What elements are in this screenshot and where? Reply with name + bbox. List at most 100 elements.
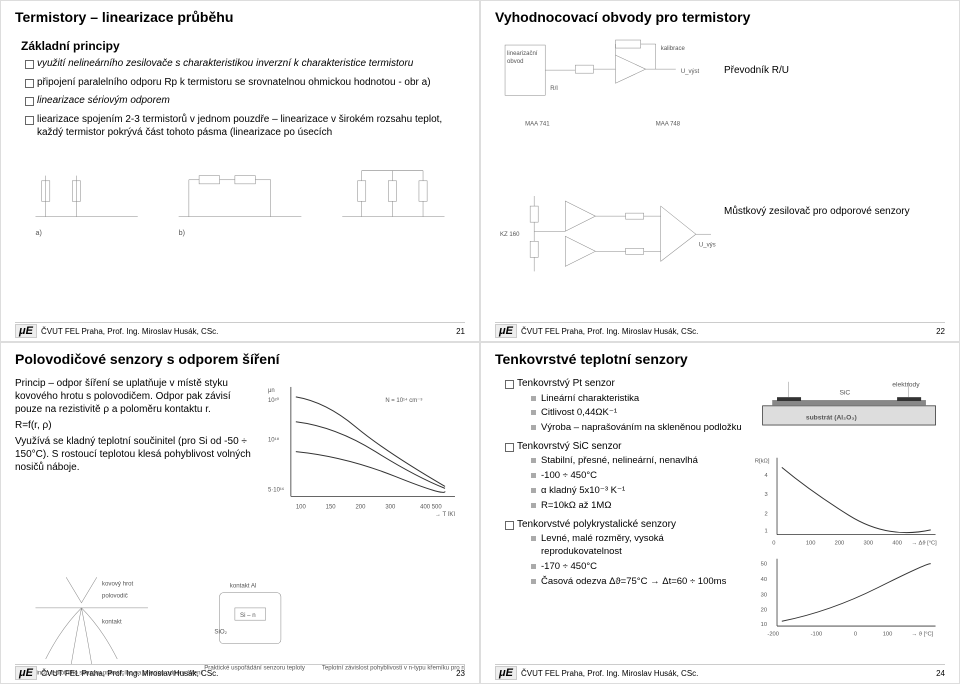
resistance-chart-2: 50 40 30 20 10 -200 -100 0 100 → ϑ [°C]: [753, 554, 945, 640]
list-item: Citlivost 0,44ΩK⁻¹: [531, 407, 745, 420]
svg-text:300: 300: [863, 541, 873, 547]
page-number: 24: [936, 669, 945, 678]
svg-text:linearizační: linearizační: [507, 51, 538, 57]
svg-text:R/I: R/I: [550, 86, 558, 92]
slide-footer: μE ČVUT FEL Praha, Prof. Ing. Miroslav Hu…: [15, 322, 465, 337]
list-item: α kladný 5x10⁻³ K⁻¹: [531, 485, 745, 498]
logo-icon: μE: [15, 324, 37, 338]
svg-text:SiC: SiC: [839, 389, 850, 396]
slide-24: Tenkovrstvé teplotní senzory Tenkovrstvý…: [480, 342, 960, 684]
svg-text:obvod: obvod: [507, 59, 523, 65]
svg-text:30: 30: [761, 593, 767, 599]
bridge-amp-label: Můstkový zesilovač pro odporové senzory: [724, 206, 945, 217]
list-item: liearizace spojením 2-3 termistorů v jed…: [25, 113, 465, 140]
svg-text:150: 150: [326, 504, 337, 510]
svg-text:→ ϑ [°C]: → ϑ [°C]: [911, 632, 933, 638]
svg-text:50: 50: [761, 562, 767, 568]
svg-text:kontakt: kontakt: [102, 618, 122, 625]
svg-text:3: 3: [764, 492, 767, 498]
svg-text:b): b): [179, 228, 185, 236]
slide-title: Vyhodnocovací obvody pro termistory: [495, 9, 945, 25]
list-item: Tenkorvstvé polykrystalické senzory Levn…: [505, 518, 745, 589]
svg-text:N = 10¹⁴ cm⁻³: N = 10¹⁴ cm⁻³: [385, 397, 422, 404]
svg-text:200: 200: [356, 504, 367, 510]
svg-text:→ T [K]: → T [K]: [435, 512, 455, 516]
slide-title: Polovodičové senzory s odporem šíření: [15, 351, 465, 367]
svg-text:substrát (Al₂O₃): substrát (Al₂O₃): [806, 414, 857, 421]
svg-text:5·10¹⁶: 5·10¹⁶: [268, 486, 285, 493]
svg-text:-100: -100: [810, 632, 822, 638]
sensor-principle-diagram: kovový hrot polovodič kontakt Princip te…: [15, 567, 465, 680]
behavior-text: Využívá se kladný teplotní součinitel (p…: [15, 435, 258, 474]
svg-text:kovový hrot: kovový hrot: [102, 580, 134, 587]
svg-text:elektrody: elektrody: [892, 382, 920, 389]
slide-title: Tenkovrstvé teplotní senzory: [495, 351, 945, 367]
circuit-diagram: a) b): [15, 145, 465, 237]
svg-text:4: 4: [764, 473, 768, 479]
resistance-chart-1: R[kΩ] 4 3 2 1 0 100 200 300 400 → Δϑ [°C…: [753, 453, 945, 549]
svg-text:→ Δϑ [°C]: → Δϑ [°C]: [911, 541, 937, 547]
svg-text:0: 0: [854, 632, 857, 638]
svg-text:10: 10: [761, 622, 767, 628]
list-item: R=10kΩ až 1MΩ: [531, 500, 745, 513]
slide-23: Polovodičové senzory s odporem šíření Pr…: [0, 342, 480, 684]
svg-text:KZ 160: KZ 160: [500, 232, 520, 238]
svg-text:kalibrace: kalibrace: [661, 46, 686, 52]
list-item: Tenkovrstvý Pt senzor Lineární charakter…: [505, 377, 745, 435]
list-item: Lineární charakteristika: [531, 393, 745, 406]
page-number: 21: [456, 327, 465, 336]
svg-text:-200: -200: [767, 632, 779, 638]
svg-text:μn: μn: [268, 388, 275, 394]
svg-text:100: 100: [806, 541, 816, 547]
svg-text:U_výst: U_výst: [699, 242, 716, 248]
svg-text:Si – n: Si – n: [240, 612, 256, 619]
svg-text:U_výst: U_výst: [681, 69, 700, 75]
list-item: Výroba – naprašováním na skleněnou podlo…: [531, 422, 745, 435]
svg-text:1: 1: [764, 529, 767, 535]
footer-org: ČVUT FEL Praha, Prof. Ing. Miroslav Husá…: [521, 669, 698, 678]
logo-icon: μE: [15, 666, 37, 680]
svg-text:10²⁰: 10²⁰: [268, 397, 280, 404]
svg-text:MAA 748: MAA 748: [656, 121, 681, 127]
svg-text:300: 300: [385, 504, 396, 510]
svg-text:200: 200: [834, 541, 844, 547]
svg-text:400: 400: [892, 541, 902, 547]
svg-text:polovodič: polovodič: [102, 592, 128, 599]
svg-text:0: 0: [772, 541, 775, 547]
footer-org: ČVUT FEL Praha, Prof. Ing. Miroslav Husá…: [41, 327, 218, 336]
circuit-bridge-amp: KZ 160 U_výst: [495, 186, 716, 286]
svg-text:kontakt Al: kontakt Al: [230, 582, 257, 589]
svg-text:40: 40: [761, 577, 767, 583]
logo-icon: μE: [495, 324, 517, 338]
slide-footer: μE ČVUT FEL Praha, Prof. Ing. Miroslav Hu…: [15, 664, 465, 679]
list-item: připojení paralelního odporu Rp k termis…: [25, 76, 465, 90]
footer-org: ČVUT FEL Praha, Prof. Ing. Miroslav Husá…: [521, 327, 698, 336]
formula: R=f(r, ρ): [15, 420, 258, 431]
list-item: -170 ÷ 450°C: [531, 561, 745, 574]
converter-label: Převodník R/U: [724, 65, 945, 76]
svg-text:2: 2: [764, 512, 767, 518]
principle-text: Princip – odpor šíření se uplatňuje v mí…: [15, 377, 258, 416]
svg-text:400 500: 400 500: [420, 504, 442, 510]
svg-text:10¹⁸: 10¹⁸: [268, 437, 280, 444]
thin-film-cross-section: SiC elektrody substrát (Al₂O₃): [753, 377, 945, 444]
svg-text:R[kΩ]: R[kΩ]: [755, 459, 770, 465]
principles-list: využití nelineárního zesilovače s charak…: [15, 57, 465, 145]
svg-text:100: 100: [296, 504, 307, 510]
logo-icon: μE: [495, 666, 517, 680]
list-item: Časová odezva Δϑ=75°C → Δt=60 ÷ 100ms: [531, 576, 745, 589]
svg-text:20: 20: [761, 608, 767, 614]
subhead: Základní principy: [21, 39, 465, 53]
svg-text:a): a): [35, 228, 41, 236]
list-item: Levné, malé rozměry, vysoká reprodukovat…: [531, 533, 745, 559]
slide-footer: μE ČVUT FEL Praha, Prof. Ing. Miroslav Hu…: [495, 322, 945, 337]
svg-text:SiO₂: SiO₂: [214, 628, 227, 635]
thin-film-list: Tenkovrstvý Pt senzor Lineární charakter…: [495, 377, 745, 588]
slide-footer: μE ČVUT FEL Praha, Prof. Ing. Miroslav Hu…: [495, 664, 945, 679]
page-number: 22: [936, 327, 945, 336]
footer-org: ČVUT FEL Praha, Prof. Ing. Miroslav Husá…: [41, 669, 218, 678]
circuit-ru-converter: linearizační obvod R/I kalibrace U_výst …: [495, 35, 716, 166]
slide-22: Vyhodnocovací obvody pro termistory line…: [480, 0, 960, 342]
svg-text:MAA 741: MAA 741: [525, 121, 550, 127]
page-number: 23: [456, 669, 465, 678]
